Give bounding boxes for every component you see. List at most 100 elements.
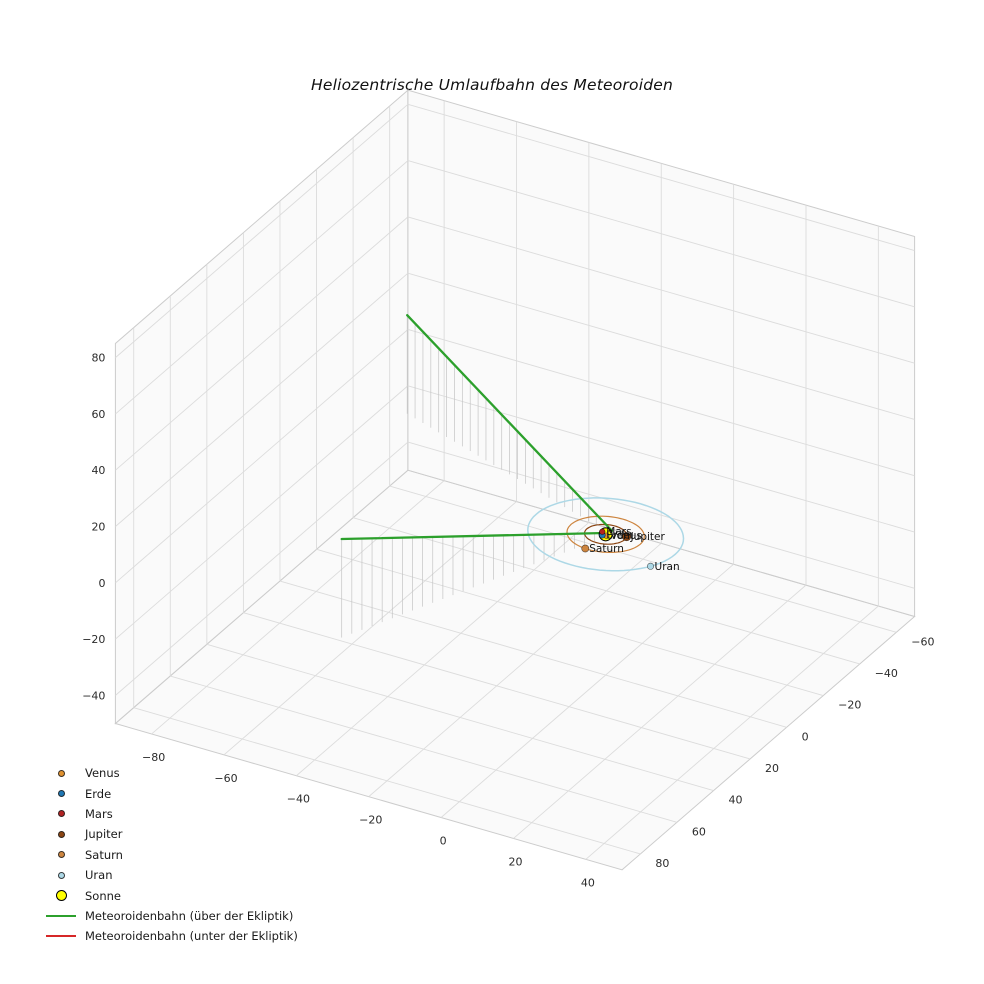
legend-swatch-box <box>44 830 78 838</box>
y-tick-label: −60 <box>911 635 934 648</box>
grid-line <box>170 675 678 823</box>
legend-marker-icon <box>57 810 65 818</box>
grid-line <box>368 542 662 797</box>
grid-line <box>407 441 915 589</box>
legend-marker-icon <box>57 830 65 838</box>
grid-line <box>407 385 915 533</box>
legend-item-meteoroid-above: Meteoroidenbahn (über der Ekliptik) <box>44 906 298 926</box>
grid-line <box>407 329 915 477</box>
x-tick-label: 20 <box>508 855 522 868</box>
legend-swatch-box <box>44 769 78 777</box>
meteoroid-path-above <box>406 314 614 533</box>
z-tick-label: 60 <box>91 408 105 421</box>
z-tick-label: 40 <box>91 464 105 477</box>
x-axis-tick-labels: −80 −60 −40 −20 0 20 40 <box>142 751 595 889</box>
grid-line <box>115 329 409 584</box>
grid-line <box>407 103 915 251</box>
planet-marker-uran <box>647 562 655 570</box>
orbit-saturn <box>566 515 645 554</box>
grid-line <box>223 501 517 756</box>
chart-title: Heliozentrische Umlaufbahn des Meteoroid… <box>310 76 673 94</box>
planet-label-mars: Mars <box>606 526 631 538</box>
legend-swatch-box <box>44 935 78 938</box>
z-tick-label: −40 <box>82 689 105 702</box>
z-axis-tick-labels: −40 −20 0 20 40 60 80 <box>82 352 105 703</box>
y-tick-label: 20 <box>765 762 779 775</box>
meteoroid-path-above <box>340 531 606 541</box>
grid-line <box>585 605 879 860</box>
y-axis-tick-labels: −60 −40 −20 0 20 40 60 80 <box>655 635 934 870</box>
z-tick-label: 80 <box>91 352 105 365</box>
legend-swatch-box <box>44 790 78 798</box>
orbit-uran <box>527 497 685 572</box>
orbit-jupiter <box>583 523 628 545</box>
legend-marker-icon <box>57 851 65 859</box>
planet-label-venus: Venus <box>610 530 642 542</box>
grid-line <box>279 580 787 728</box>
grid-line <box>389 485 897 633</box>
legend-label: Meteoroidenbahn (über der Ekliptik) <box>85 908 294 923</box>
legend-swatch-box <box>44 851 78 859</box>
legend-line-icon <box>46 914 76 917</box>
grid-line <box>513 584 807 839</box>
grid-line <box>440 563 734 818</box>
grid-line <box>407 272 915 420</box>
meteoroid-trajectory-above <box>340 314 614 541</box>
body-markers <box>581 527 655 570</box>
legend-swatch-box <box>44 810 78 818</box>
legend-label: Meteoroidenbahn (unter der Ekliptik) <box>85 929 298 944</box>
x-tick-label: 40 <box>581 876 595 889</box>
trajectory-stems <box>341 315 613 638</box>
y-tick-label: 80 <box>655 857 669 870</box>
x-tick-label: −80 <box>142 751 165 764</box>
z-tick-label: −20 <box>82 633 105 646</box>
grid-line <box>407 216 915 364</box>
planet-marker-jupiter <box>622 532 632 542</box>
planet-label-saturn: Saturn <box>589 543 624 555</box>
legend-item-mars: Mars <box>44 804 298 824</box>
x-tick-label: −60 <box>214 772 237 785</box>
grid-line <box>115 103 409 358</box>
grid-line <box>296 522 590 777</box>
grid-line <box>316 548 824 697</box>
y-tick-label: −40 <box>875 667 898 680</box>
grid-line <box>243 612 751 760</box>
grid-line <box>115 216 409 471</box>
legend-label: Mars <box>85 806 113 821</box>
legend-line-icon <box>46 935 76 938</box>
planet-marker-mars <box>599 528 606 535</box>
y-tick-label: 60 <box>692 825 706 838</box>
legend-swatch-box <box>44 890 78 902</box>
planet-label-jupiter: Jupiter <box>630 531 666 543</box>
y-tick-label: 40 <box>728 794 742 807</box>
legend-marker-icon <box>55 890 67 902</box>
legend-marker-icon <box>57 769 65 777</box>
grid-lines <box>115 100 915 860</box>
planet-marker-saturn <box>581 544 590 553</box>
legend-label: Uran <box>85 868 113 883</box>
grid-line <box>133 707 641 855</box>
grid-line <box>352 517 860 665</box>
legend-marker-icon <box>57 871 65 879</box>
grid-line <box>151 480 445 735</box>
legend-label: Venus <box>85 766 120 781</box>
z-tick-label: 0 <box>98 577 105 590</box>
legend-label: Sonne <box>85 888 121 903</box>
x-tick-label: 0 <box>440 835 447 848</box>
legend-label: Saturn <box>85 847 123 862</box>
grid-line <box>407 160 915 308</box>
legend-swatch-box <box>44 914 78 917</box>
legend: Venus Erde Mars Jupiter Saturn Uran Sonne Meteo… <box>44 763 298 947</box>
legend-item-jupiter: Jupiter <box>44 824 298 844</box>
planet-label-erde: Erde <box>606 530 630 542</box>
legend-item-venus: Venus <box>44 763 298 783</box>
axes-panes <box>114 89 916 871</box>
grid-line <box>115 441 409 696</box>
z-tick-label: 20 <box>91 520 105 533</box>
legend-item-saturn: Saturn <box>44 845 298 865</box>
legend-label: Erde <box>85 786 112 801</box>
y-tick-label: −20 <box>838 699 861 712</box>
